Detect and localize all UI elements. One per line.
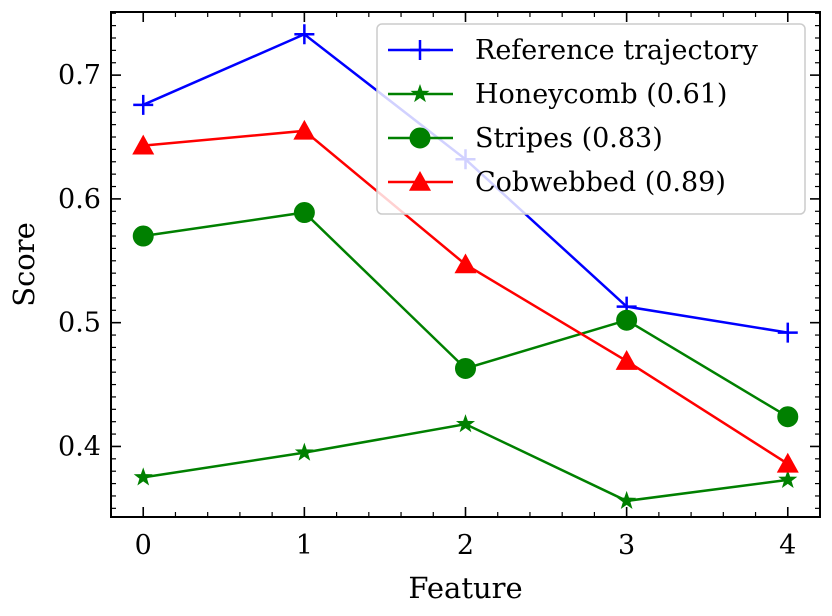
legend: Reference trajectory Honeycomb (0.61) Stri… <box>376 23 806 215</box>
data-point <box>455 414 476 433</box>
y-tick-label: 0.6 <box>58 184 101 215</box>
legend-label: Cobwebbed (0.89) <box>475 167 726 198</box>
data-point <box>777 322 798 343</box>
data-point <box>133 467 153 486</box>
data-point <box>132 134 155 155</box>
legend-label: Honeycomb (0.61) <box>475 79 727 110</box>
series-2 <box>132 202 799 428</box>
data-point <box>293 202 315 224</box>
y-tick-label: 0.5 <box>58 308 101 339</box>
data-point <box>293 119 316 140</box>
series-line <box>143 211 789 418</box>
x-axis-label: Feature <box>408 571 522 605</box>
legend-marker <box>409 127 431 149</box>
legend-entry-1: Honeycomb (0.61) <box>388 79 727 110</box>
series-layer <box>132 24 799 509</box>
legend-box <box>376 23 806 215</box>
data-point <box>617 490 637 509</box>
series-3 <box>132 119 799 473</box>
x-tick-label: 0 <box>135 530 152 561</box>
x-tick-label: 4 <box>779 530 796 561</box>
legend-entry-0: Reference trajectory <box>388 35 759 66</box>
x-tick-label: 1 <box>296 530 313 561</box>
data-point <box>132 225 154 247</box>
data-point <box>778 469 798 488</box>
y-tick-label: 0.7 <box>58 60 101 91</box>
data-point <box>777 406 799 428</box>
data-point <box>294 24 315 45</box>
data-point <box>294 442 314 461</box>
legend-label: Reference trajectory <box>475 35 759 66</box>
data-point <box>615 350 638 370</box>
axes-layer: 0 1 2 3 4 0.4 0.5 0.6 0.7 <box>58 11 821 561</box>
legend-marker <box>409 171 431 191</box>
data-point <box>454 253 477 274</box>
series-1 <box>133 414 798 509</box>
legend-label: Stripes (0.83) <box>475 123 663 154</box>
data-point <box>776 452 799 473</box>
x-tick-label: 2 <box>457 530 474 561</box>
legend-marker <box>410 84 430 103</box>
data-point <box>455 357 476 379</box>
legend-marker <box>410 40 430 60</box>
legend-entry-3: Cobwebbed (0.89) <box>388 167 726 198</box>
y-axis-label: Score <box>7 222 41 307</box>
x-tick-label: 3 <box>618 530 635 561</box>
legend-entry-2: Stripes (0.83) <box>388 123 663 154</box>
series-line <box>143 422 788 503</box>
y-tick-label: 0.4 <box>58 431 101 462</box>
data-point <box>616 309 638 331</box>
data-point <box>133 94 154 115</box>
